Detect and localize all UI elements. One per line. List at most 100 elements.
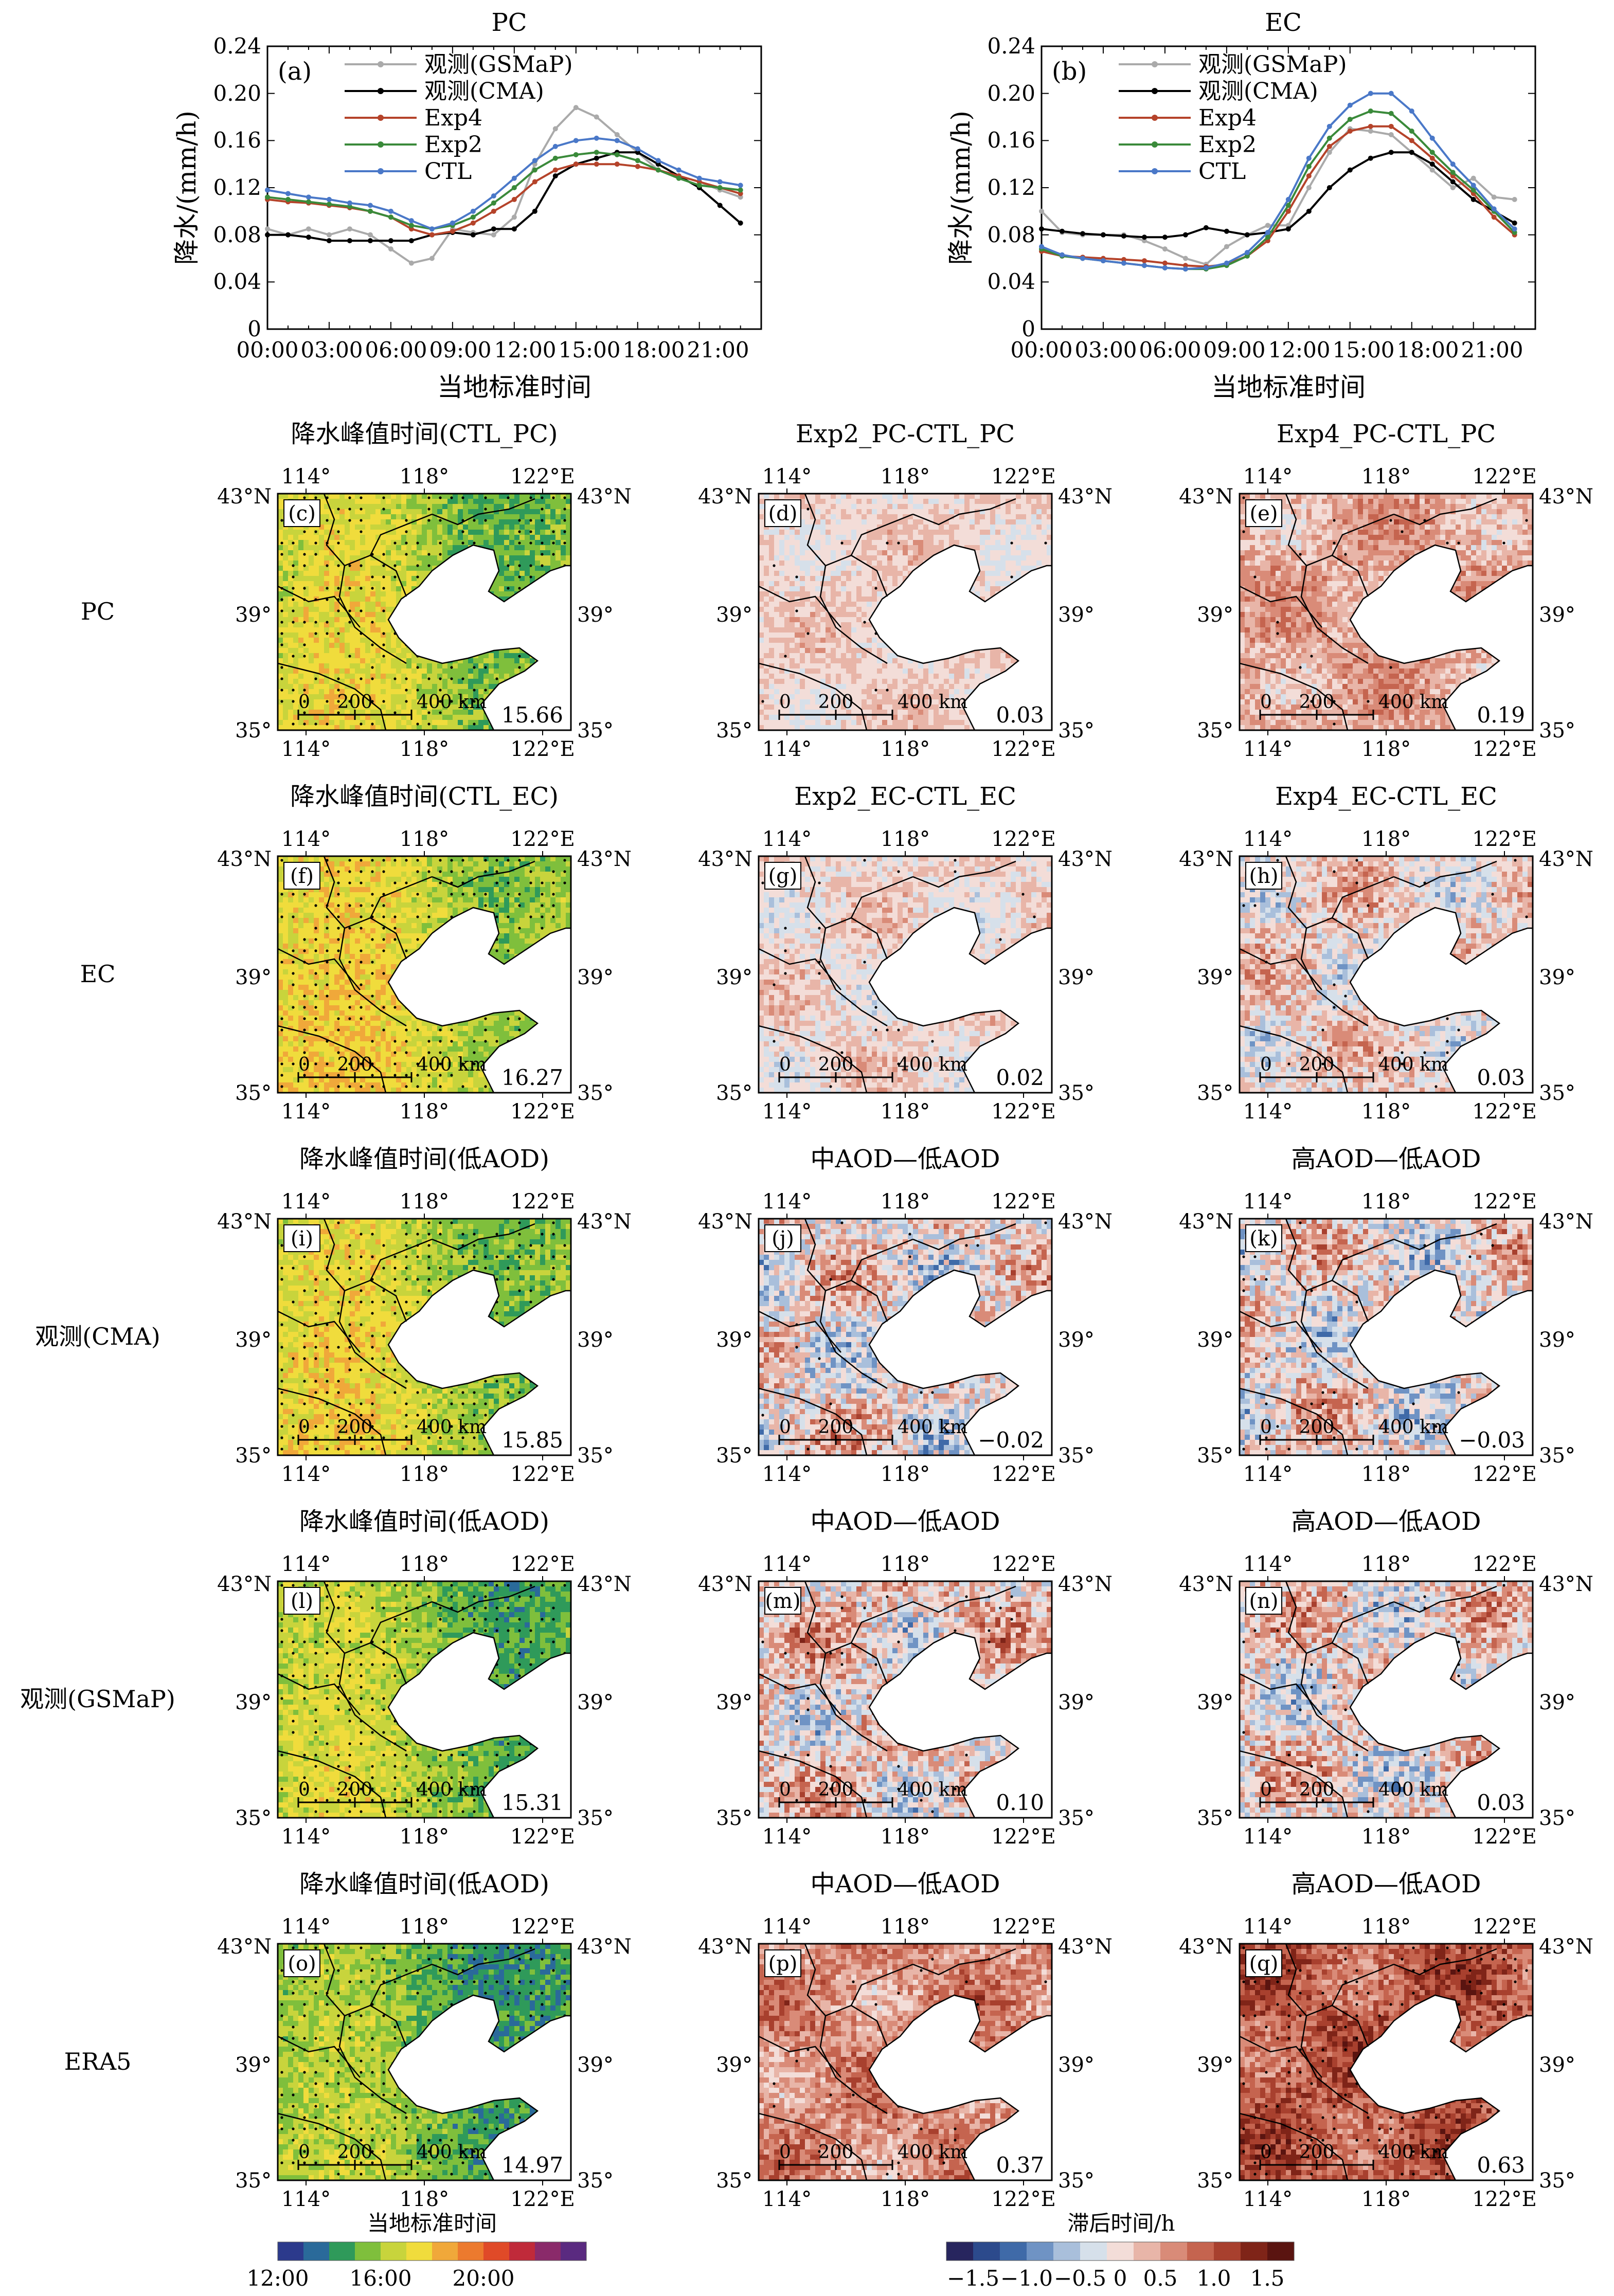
grid-cell [784, 581, 790, 587]
grid-cell [759, 576, 764, 582]
significance-dot [337, 632, 340, 635]
grid-cell [939, 540, 944, 546]
grid-cell [427, 519, 433, 525]
grid-cell [447, 525, 453, 530]
grid-cell [411, 545, 417, 551]
grid-cell [555, 561, 561, 566]
grid-cell [892, 566, 898, 571]
grid-cell [923, 514, 929, 520]
grid-cell [432, 710, 438, 715]
grid-cell [831, 561, 836, 566]
grid-cell [365, 689, 371, 695]
grid-cell [908, 550, 913, 556]
grid-cell [463, 668, 469, 674]
grid-cell [872, 545, 877, 551]
grid-cell [980, 571, 985, 576]
grid-cell [355, 679, 361, 684]
grid-cell [483, 689, 489, 695]
grid-cell [851, 550, 857, 556]
grid-cell [314, 627, 319, 633]
grid-cell [550, 555, 556, 561]
grid-cell [820, 617, 826, 623]
grid-cell [555, 499, 561, 504]
grid-cell [882, 555, 888, 561]
grid-cell [345, 607, 350, 612]
grid-cell [535, 550, 541, 556]
grid-cell [815, 617, 821, 623]
grid-cell [908, 566, 913, 571]
data-point [532, 208, 537, 214]
significance-dot [427, 564, 431, 567]
grid-cell [339, 540, 345, 546]
grid-cell [764, 540, 769, 546]
grid-cell [939, 525, 944, 530]
grid-cell [386, 530, 391, 535]
grid-cell [810, 566, 816, 571]
grid-cell [355, 591, 361, 597]
grid-cell [386, 566, 391, 571]
grid-cell [401, 668, 407, 674]
grid-cell [970, 540, 975, 546]
grid-cell [867, 514, 872, 520]
grid-cell [334, 617, 340, 623]
grid-cell [856, 566, 862, 571]
grid-cell [442, 530, 448, 535]
significance-dot [348, 496, 351, 499]
grid-cell [432, 674, 438, 679]
grid-cell [442, 514, 448, 520]
grid-cell [427, 535, 433, 540]
grid-cell [375, 627, 381, 633]
significance-dot [484, 508, 487, 511]
grid-cell [954, 519, 960, 525]
grid-cell [427, 504, 433, 510]
grid-cell [831, 586, 836, 592]
grid-cell [375, 710, 381, 715]
grid-cell [764, 525, 769, 530]
grid-cell [473, 504, 479, 510]
significance-dot [461, 496, 464, 499]
grid-cell [473, 494, 479, 499]
grid-cell [463, 663, 469, 669]
grid-cell [504, 519, 510, 525]
grid-cell [980, 504, 985, 510]
grid-cell [980, 591, 985, 597]
grid-cell [298, 555, 304, 561]
data-point [1409, 150, 1414, 155]
grid-cell [964, 525, 970, 530]
grid-cell [417, 704, 422, 710]
grid-cell [453, 679, 458, 684]
grid-cell [283, 694, 289, 700]
grid-cell [990, 535, 996, 540]
grid-cell [790, 571, 795, 576]
grid-cell [293, 715, 299, 720]
grid-cell [314, 632, 319, 638]
grid-cell [406, 535, 412, 540]
data-point [408, 238, 414, 244]
grid-cell [339, 658, 345, 664]
grid-cell [319, 535, 325, 540]
grid-cell [877, 540, 883, 546]
grid-cell [759, 586, 764, 592]
grid-cell [293, 494, 299, 499]
grid-cell [514, 530, 520, 535]
grid-cell [903, 571, 908, 576]
grid-cell [790, 545, 795, 551]
grid-cell [298, 679, 304, 684]
grid-cell [396, 550, 402, 556]
grid-cell [329, 602, 335, 607]
grid-cell [856, 622, 862, 628]
grid-cell [1021, 571, 1027, 576]
grid-cell [483, 514, 489, 520]
grid-cell [990, 591, 996, 597]
grid-cell [555, 514, 561, 520]
data-point [1265, 223, 1270, 228]
grid-cell [401, 694, 407, 700]
grid-cell [319, 504, 325, 510]
grid-cell [375, 525, 381, 530]
grid-cell [489, 519, 494, 525]
data-point [1080, 231, 1085, 237]
grid-cell [417, 519, 422, 525]
grid-cell [903, 504, 908, 510]
grid-cell [381, 530, 386, 535]
grid-cell [375, 576, 381, 582]
